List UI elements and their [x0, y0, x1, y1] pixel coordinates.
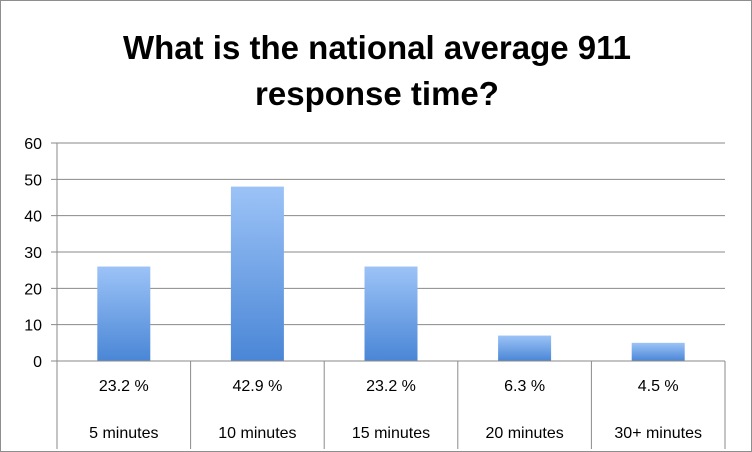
y-tick-label: 40 — [24, 209, 42, 226]
x-tick-label: 30+ minutes — [614, 425, 702, 442]
data-label: 6.3 % — [504, 378, 545, 395]
chart-title-line-1: What is the national average 911 — [123, 29, 631, 66]
y-axis-tick-labels: 0 10 20 30 40 50 60 — [24, 136, 42, 371]
x-tick-label: 20 minutes — [485, 425, 563, 442]
bar — [364, 266, 418, 361]
data-label: 23.2 % — [366, 378, 416, 395]
chart-title-line-2: response time? — [255, 75, 499, 112]
y-tick-label: 60 — [24, 136, 42, 153]
y-tick-label: 0 — [33, 354, 42, 371]
bar — [498, 335, 552, 361]
data-label: 4.5 % — [638, 378, 679, 395]
data-label: 42.9 % — [232, 378, 282, 395]
data-label: 23.2 % — [99, 378, 149, 395]
bars — [97, 186, 685, 361]
y-tick-label: 10 — [24, 318, 42, 335]
x-tick-label: 15 minutes — [352, 425, 430, 442]
bar — [230, 186, 284, 361]
bar — [97, 266, 151, 361]
x-tick-label: 5 minutes — [89, 425, 158, 442]
y-tick-label: 50 — [24, 172, 42, 189]
bar — [631, 342, 685, 361]
data-table: 23.2 % 5 minutes 42.9 % 10 minutes 23.2 % 15 … — [56, 360, 726, 449]
y-tick-label: 20 — [24, 281, 42, 298]
x-tick-label: 10 minutes — [218, 425, 296, 442]
y-tick-label: 30 — [24, 245, 42, 262]
